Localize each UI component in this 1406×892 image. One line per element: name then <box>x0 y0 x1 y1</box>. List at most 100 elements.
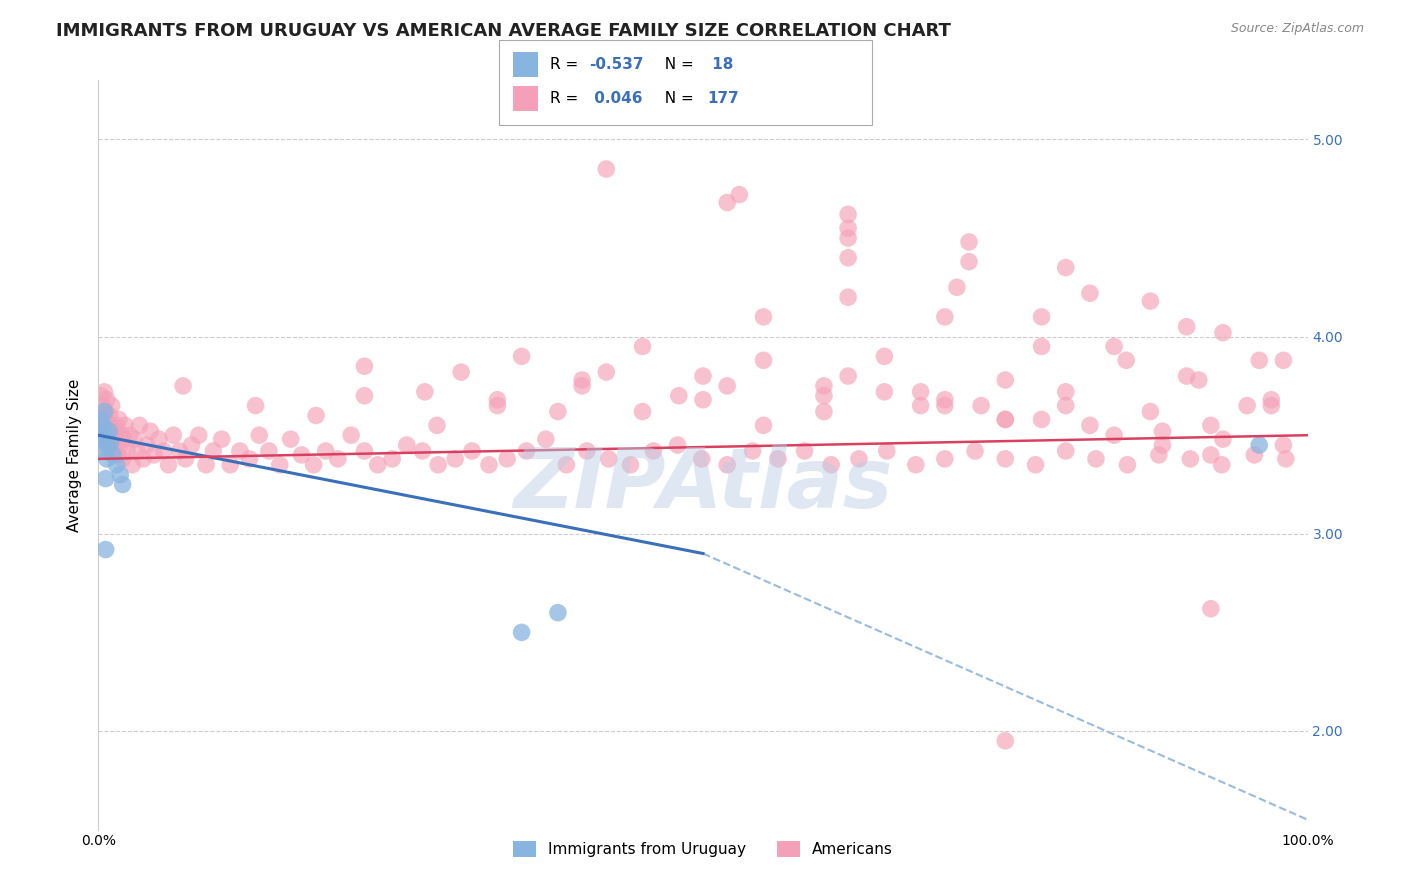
Text: R =: R = <box>550 91 583 106</box>
Point <box>93 384 115 399</box>
Point <box>1031 310 1053 324</box>
Point <box>91 409 114 423</box>
Text: N =: N = <box>655 91 699 106</box>
Point <box>1152 424 1174 438</box>
Point <box>91 432 114 446</box>
Point <box>107 448 129 462</box>
Point <box>547 404 569 418</box>
Point <box>957 254 980 268</box>
Point <box>427 458 450 472</box>
Point <box>93 412 115 426</box>
Point <box>139 424 162 438</box>
Text: IMMIGRANTS FROM URUGUAY VS AMERICAN AVERAGE FAMILY SIZE CORRELATION CHART: IMMIGRANTS FROM URUGUAY VS AMERICAN AVER… <box>56 22 950 40</box>
Point <box>595 365 617 379</box>
Point <box>994 412 1017 426</box>
Point <box>124 432 146 446</box>
Point <box>108 438 131 452</box>
Point <box>934 392 956 407</box>
Point <box>172 379 194 393</box>
Point <box>114 418 136 433</box>
Point <box>1188 373 1211 387</box>
Point <box>631 339 654 353</box>
Point <box>752 310 775 324</box>
Point <box>752 353 775 368</box>
Point <box>970 399 993 413</box>
Point <box>837 251 859 265</box>
Point <box>1175 319 1198 334</box>
Point <box>89 418 111 433</box>
Point <box>98 409 121 423</box>
Point <box>994 373 1017 387</box>
Point <box>108 412 131 426</box>
Point <box>876 444 898 458</box>
Text: Source: ZipAtlas.com: Source: ZipAtlas.com <box>1230 22 1364 36</box>
Point <box>1175 369 1198 384</box>
Point <box>534 432 557 446</box>
Text: 0.046: 0.046 <box>589 91 643 106</box>
Point <box>97 428 120 442</box>
Point <box>98 424 121 438</box>
Point <box>105 458 128 472</box>
Point <box>128 418 150 433</box>
Y-axis label: Average Family Size: Average Family Size <box>67 378 83 532</box>
Point <box>1272 353 1295 368</box>
Point <box>174 451 197 466</box>
Point <box>1260 399 1282 413</box>
Point <box>94 428 117 442</box>
Point <box>813 389 835 403</box>
Point <box>486 399 509 413</box>
Point <box>820 458 842 472</box>
Point <box>994 734 1017 748</box>
Text: ZIPAtlas: ZIPAtlas <box>513 444 893 525</box>
Point <box>957 235 980 249</box>
Point <box>813 379 835 393</box>
Point <box>486 392 509 407</box>
Point <box>444 451 467 466</box>
Legend: Immigrants from Uruguay, Americans: Immigrants from Uruguay, Americans <box>508 835 898 863</box>
Point <box>837 231 859 245</box>
Point <box>450 365 472 379</box>
Point <box>1078 286 1101 301</box>
Point <box>135 438 157 452</box>
Point <box>1243 448 1265 462</box>
Point <box>381 451 404 466</box>
Point <box>91 399 114 413</box>
Point <box>302 458 325 472</box>
Point <box>100 418 122 433</box>
Point <box>211 432 233 446</box>
Point <box>716 195 738 210</box>
Point <box>934 451 956 466</box>
Point <box>1236 399 1258 413</box>
Point <box>692 369 714 384</box>
Point <box>353 359 375 374</box>
Point <box>873 384 896 399</box>
Point <box>934 399 956 413</box>
Point <box>848 451 870 466</box>
Point <box>93 444 115 458</box>
Point <box>110 428 132 442</box>
Point <box>103 424 125 438</box>
Point <box>269 458 291 472</box>
Point <box>716 379 738 393</box>
Point <box>96 418 118 433</box>
Point <box>904 458 927 472</box>
Point <box>90 389 112 403</box>
Point <box>910 399 932 413</box>
Point <box>180 438 202 452</box>
Point <box>575 444 598 458</box>
Point <box>100 438 122 452</box>
Point <box>104 432 127 446</box>
Point <box>127 444 149 458</box>
Point <box>643 444 665 458</box>
Point <box>1180 451 1202 466</box>
Point <box>1054 384 1077 399</box>
Point <box>89 428 111 442</box>
Text: -0.537: -0.537 <box>589 57 644 72</box>
Text: 177: 177 <box>707 91 740 106</box>
Point <box>1199 418 1222 433</box>
Point <box>411 444 433 458</box>
Point <box>1212 326 1234 340</box>
Point <box>837 221 859 235</box>
Point <box>766 451 789 466</box>
Point <box>90 412 112 426</box>
